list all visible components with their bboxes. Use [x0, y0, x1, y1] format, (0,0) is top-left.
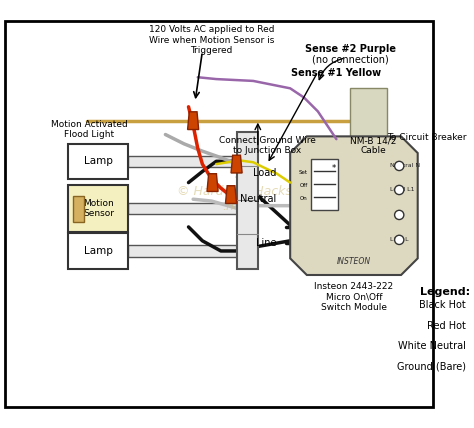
Polygon shape: [226, 186, 237, 203]
Text: Wire when Motion Sensor is: Wire when Motion Sensor is: [149, 36, 274, 45]
Text: White Neutral: White Neutral: [398, 341, 466, 351]
Text: Connect Ground Wire: Connect Ground Wire: [219, 137, 316, 146]
Polygon shape: [207, 174, 218, 191]
Text: Sense #2 Purple: Sense #2 Purple: [305, 44, 396, 54]
Text: 120 Volts AC applied to Red: 120 Volts AC applied to Red: [149, 26, 274, 35]
Text: Line L: Line L: [390, 238, 409, 242]
Text: NM-B 14/2: NM-B 14/2: [350, 137, 397, 146]
Bar: [128, 245, 237, 256]
Polygon shape: [290, 137, 418, 275]
Text: Load: Load: [253, 168, 276, 178]
Circle shape: [394, 161, 404, 171]
Bar: [73, 196, 84, 222]
Bar: [237, 132, 258, 268]
Bar: [68, 144, 128, 179]
Text: Set: Set: [299, 170, 308, 175]
Text: Sense #1 Yellow: Sense #1 Yellow: [292, 68, 382, 78]
Polygon shape: [231, 155, 242, 173]
Circle shape: [394, 185, 404, 195]
Text: *: *: [331, 164, 336, 173]
Text: To Circuit Breaker: To Circuit Breaker: [387, 133, 467, 142]
Text: Off: Off: [300, 183, 308, 188]
Text: Red Hot: Red Hot: [427, 321, 466, 331]
Bar: [128, 156, 237, 167]
Text: Black Hot: Black Hot: [419, 300, 466, 310]
Text: Motion
Sensor: Motion Sensor: [83, 199, 114, 218]
Text: to Junction Box: to Junction Box: [233, 146, 301, 155]
Text: Cable: Cable: [360, 146, 386, 155]
Bar: [128, 203, 237, 214]
Polygon shape: [188, 112, 199, 130]
Text: INSTEON: INSTEON: [337, 257, 371, 266]
Text: (no connection): (no connection): [312, 54, 389, 64]
Bar: [68, 233, 128, 268]
Text: Line: Line: [256, 238, 276, 248]
Circle shape: [394, 235, 404, 244]
Text: Neutral N: Neutral N: [390, 163, 420, 169]
Text: Motion Activated
Flood Light: Motion Activated Flood Light: [51, 120, 128, 139]
Text: On: On: [300, 196, 308, 201]
Text: Lamp: Lamp: [84, 246, 113, 256]
Text: Legend:: Legend:: [419, 287, 470, 297]
Bar: [350, 88, 387, 153]
Bar: [310, 160, 338, 210]
Text: Triggered: Triggered: [191, 46, 233, 55]
Text: © HardwareHacks
.net: © HardwareHacks .net: [177, 185, 292, 213]
Text: Lamp: Lamp: [84, 156, 113, 166]
Text: Load L1: Load L1: [390, 187, 414, 193]
Text: Ground (Bare): Ground (Bare): [397, 362, 466, 372]
Text: Neutral: Neutral: [240, 194, 276, 204]
Bar: [68, 185, 128, 232]
Text: Insteon 2443-222
Micro On\Off
Switch Module: Insteon 2443-222 Micro On\Off Switch Mod…: [314, 282, 393, 312]
Circle shape: [394, 210, 404, 220]
